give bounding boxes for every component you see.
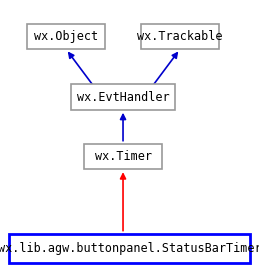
Text: wx.Timer: wx.Timer bbox=[95, 150, 152, 163]
FancyBboxPatch shape bbox=[84, 144, 162, 170]
FancyBboxPatch shape bbox=[27, 23, 105, 49]
Text: wx.lib.agw.buttonpanel.StatusBarTimer: wx.lib.agw.buttonpanel.StatusBarTimer bbox=[0, 242, 259, 255]
Text: wx.Object: wx.Object bbox=[34, 30, 98, 43]
Text: wx.EvtHandler: wx.EvtHandler bbox=[77, 91, 169, 104]
FancyBboxPatch shape bbox=[141, 23, 219, 49]
FancyBboxPatch shape bbox=[71, 84, 175, 110]
FancyBboxPatch shape bbox=[9, 234, 250, 263]
Text: wx.Trackable: wx.Trackable bbox=[137, 30, 223, 43]
